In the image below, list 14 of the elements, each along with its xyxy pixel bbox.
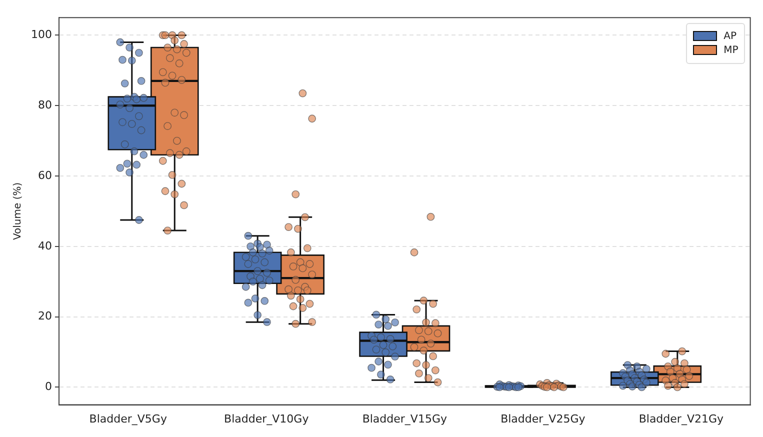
legend-label: AP xyxy=(724,30,737,42)
y-tick-label: 80 xyxy=(38,98,52,112)
legend-label: MP xyxy=(724,44,738,56)
x-tick-label: Bladder_V21Gy xyxy=(638,412,724,426)
y-axis-title: Volume (%) xyxy=(12,182,24,240)
y-tick-label: 60 xyxy=(38,168,52,182)
x-tick-label: Bladder_V10Gy xyxy=(224,412,310,426)
y-tick-label: 0 xyxy=(44,380,52,394)
y-tick-label: 100 xyxy=(30,28,52,42)
x-tick-label: Bladder_V5Gy xyxy=(89,412,168,426)
x-tick-label: Bladder_V25Gy xyxy=(500,412,586,426)
y-tick-label: 40 xyxy=(38,239,52,252)
y-tick-label: 20 xyxy=(38,310,52,323)
x-tick-label: Bladder_V15Gy xyxy=(362,412,448,426)
